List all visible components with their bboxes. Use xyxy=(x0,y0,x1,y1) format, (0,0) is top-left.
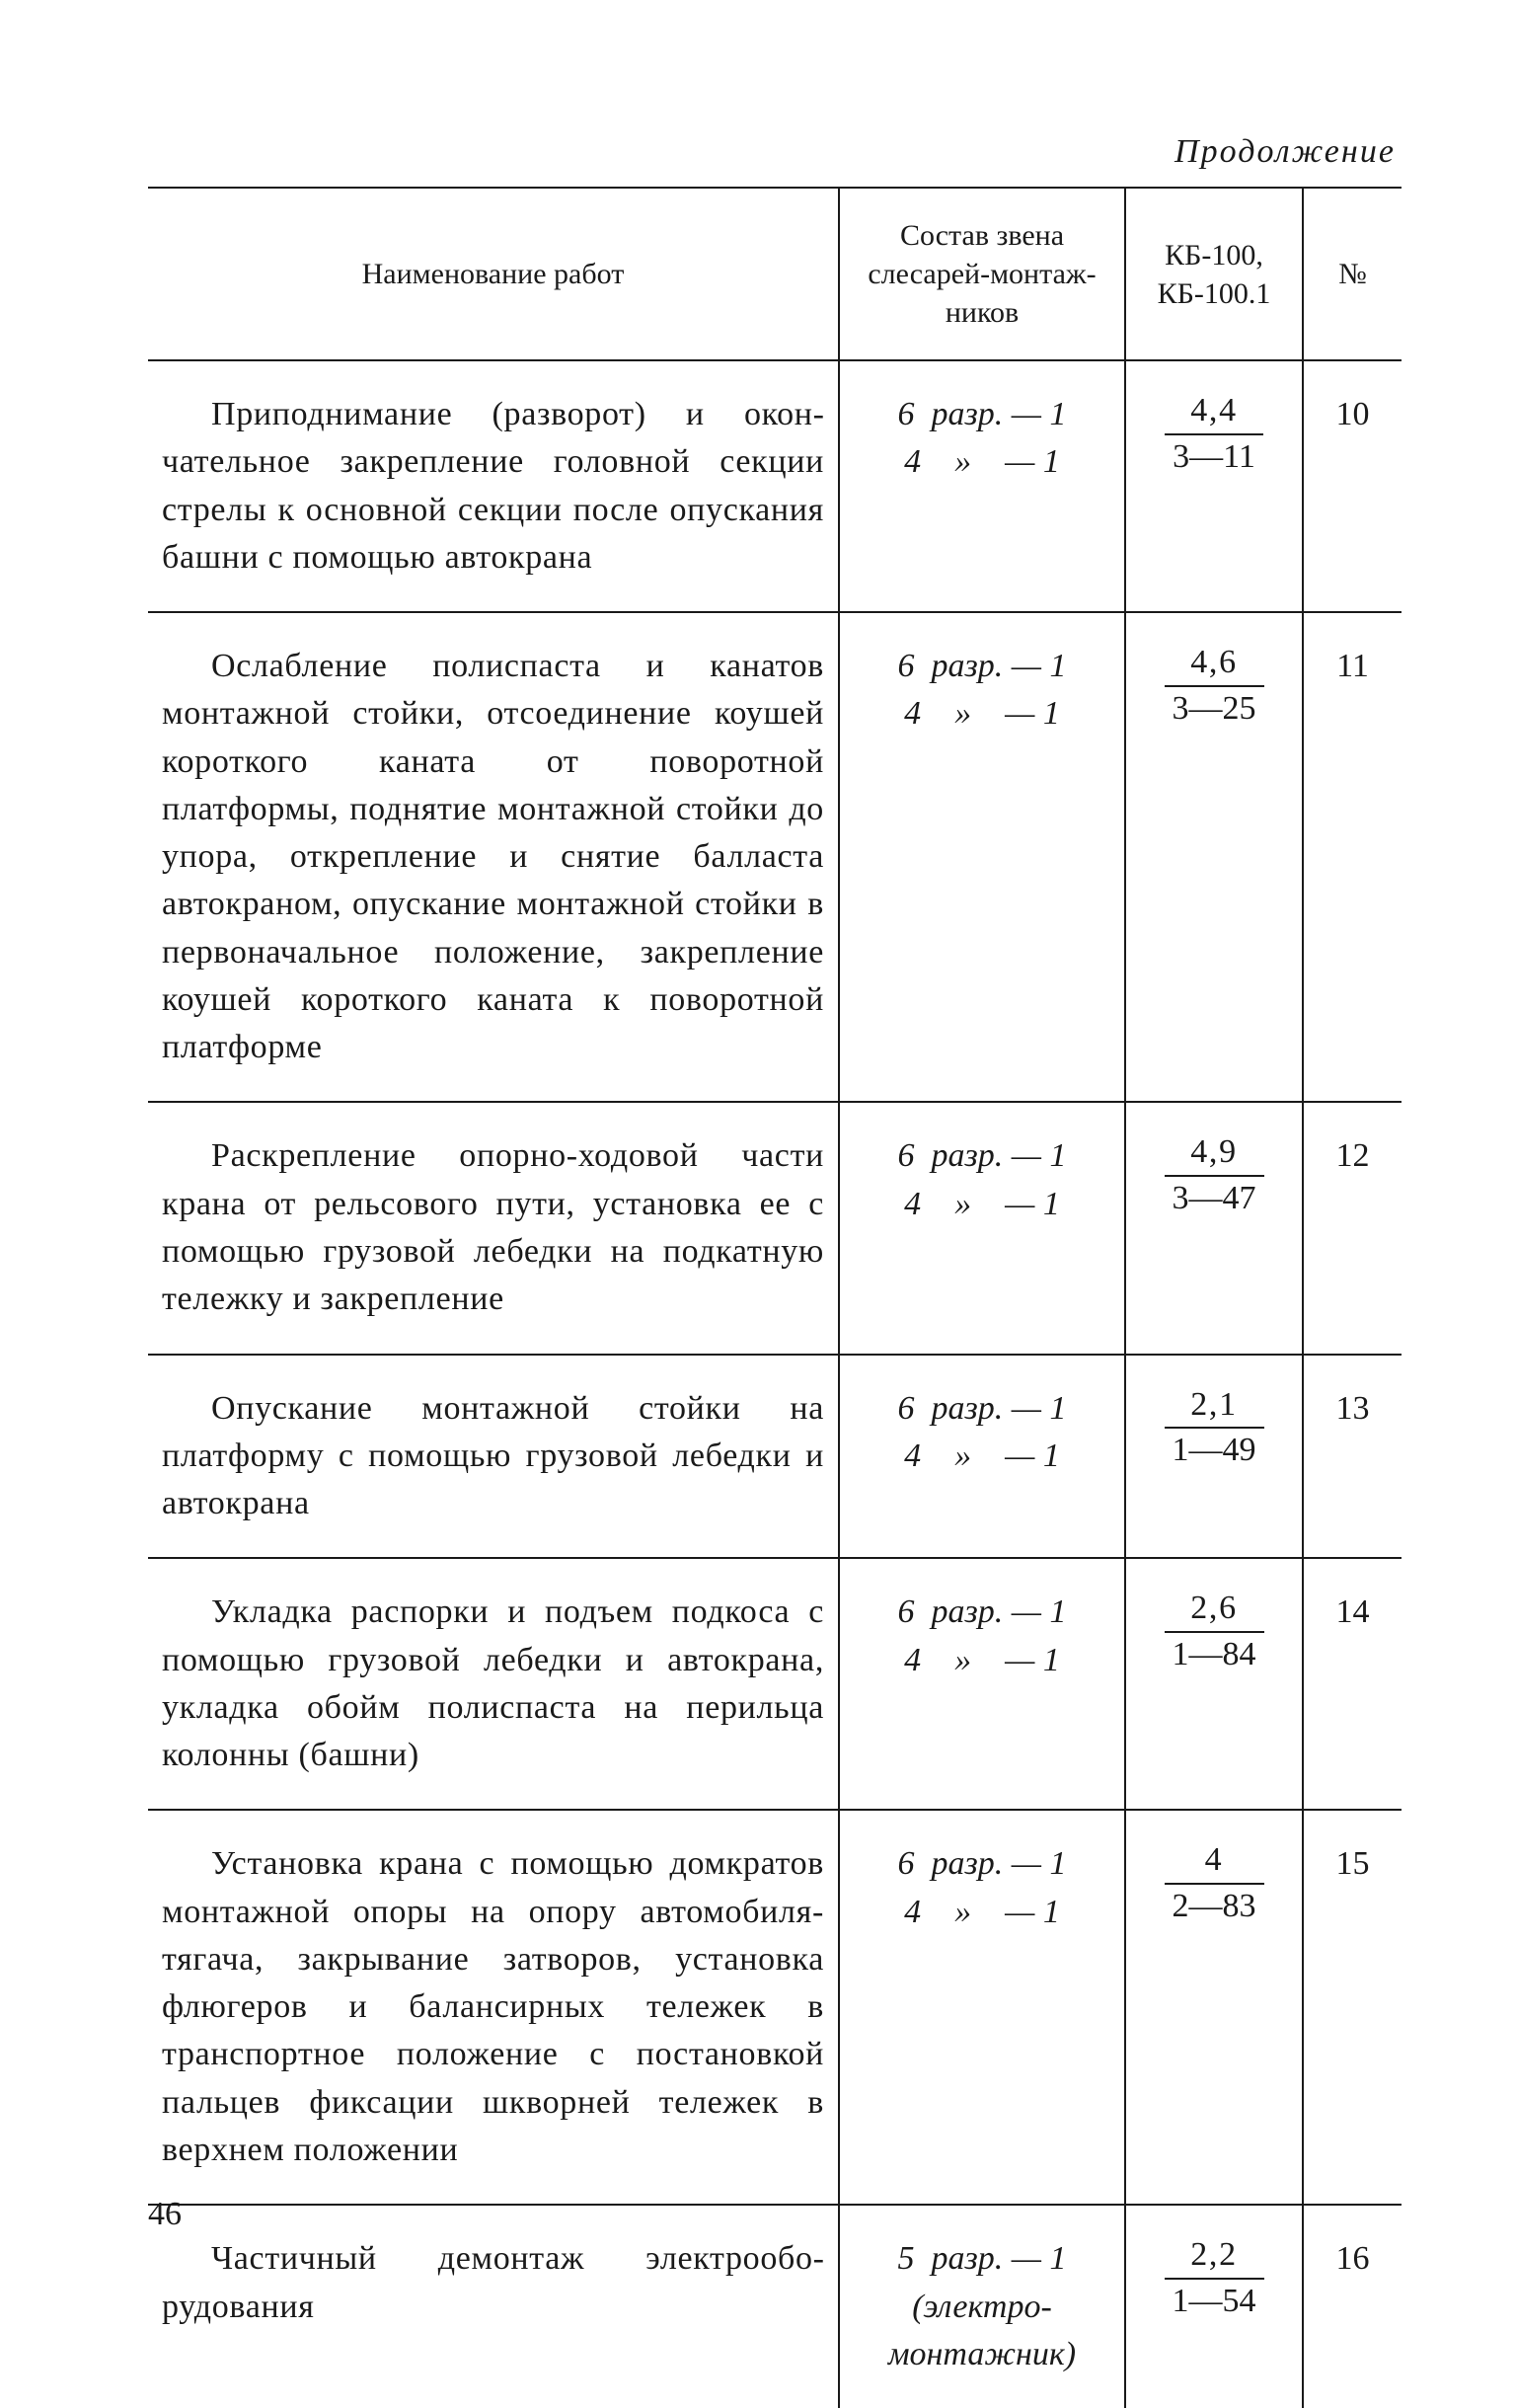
table-row: Раскрепление опорно-ходовой ча­сти крана… xyxy=(148,1102,1401,1353)
continuation-label: Продолжение xyxy=(148,133,1401,171)
cell-values: 4,4 3—11 xyxy=(1125,360,1303,611)
cell-values: 4,9 3—47 xyxy=(1125,1102,1303,1353)
cell-crew: 6 разр. — 1 4 » — 1 xyxy=(839,360,1125,611)
cell-values: 4,6 3—25 xyxy=(1125,612,1303,1101)
cell-num: 16 xyxy=(1303,2205,1401,2408)
cell-num: 13 xyxy=(1303,1355,1401,1558)
table-row: Установка крана с помощью дом­кратов мон… xyxy=(148,1810,1401,2204)
cell-crew: 5 разр. — 1 (электро- монтажник) xyxy=(839,2205,1125,2408)
works-table: Наименование работ Состав звена слесарей… xyxy=(148,187,1401,2408)
cell-crew: 6 разр. — 1 4 » — 1 xyxy=(839,612,1125,1101)
value-fraction: 4,4 3—11 xyxy=(1165,391,1263,478)
cell-crew: 6 разр. — 1 4 » — 1 xyxy=(839,1102,1125,1353)
value-fraction: 4,9 3—47 xyxy=(1165,1132,1264,1219)
cell-name: Укладка распорки и подъем подко­са с пом… xyxy=(148,1558,839,1809)
cell-name: Ослабление полиспаста и канатов монтажно… xyxy=(148,612,839,1101)
cell-num: 14 xyxy=(1303,1558,1401,1809)
header-name: Наименование работ xyxy=(148,188,839,360)
table-row: Укладка распорки и подъем подко­са с пом… xyxy=(148,1558,1401,1809)
cell-crew: 6 разр. — 1 4 » — 1 xyxy=(839,1558,1125,1809)
cell-values: 2,6 1—84 xyxy=(1125,1558,1303,1809)
value-fraction: 4,6 3—25 xyxy=(1165,643,1264,730)
header-vals: КБ-100, КБ-100.1 xyxy=(1125,188,1303,360)
header-num: № xyxy=(1303,188,1401,360)
value-fraction: 4 2—83 xyxy=(1165,1840,1264,1927)
value-fraction: 2,6 1—84 xyxy=(1165,1589,1264,1675)
cell-crew: 6 разр. — 1 4 » — 1 xyxy=(839,1355,1125,1558)
value-fraction: 2,2 1—54 xyxy=(1165,2235,1264,2322)
cell-name: Приподнимание (разворот) и окон­чательно… xyxy=(148,360,839,611)
cell-values: 2,2 1—54 xyxy=(1125,2205,1303,2408)
cell-num: 12 xyxy=(1303,1102,1401,1353)
cell-num: 10 xyxy=(1303,360,1401,611)
cell-num: 15 xyxy=(1303,1810,1401,2204)
table-row: Опускание монтажной стойки на платформу … xyxy=(148,1355,1401,1558)
page-content: Продолжение Наименование работ Состав зв… xyxy=(148,133,1401,2408)
value-fraction: 2,1 1—49 xyxy=(1165,1385,1264,1472)
table-header-row: Наименование работ Состав звена слесарей… xyxy=(148,188,1401,360)
cell-crew: 6 разр. — 1 4 » — 1 xyxy=(839,1810,1125,2204)
header-crew: Состав звена слесарей-монтаж­ников xyxy=(839,188,1125,360)
cell-values: 4 2—83 xyxy=(1125,1810,1303,2204)
table-row: Частичный демонтаж электрообо­рудования … xyxy=(148,2205,1401,2408)
table-row: Приподнимание (разворот) и окон­чательно… xyxy=(148,360,1401,611)
cell-name: Раскрепление опорно-ходовой ча­сти крана… xyxy=(148,1102,839,1353)
cell-name: Частичный демонтаж электрообо­рудования xyxy=(148,2205,839,2408)
cell-num: 11 xyxy=(1303,612,1401,1101)
table-row: Ослабление полиспаста и канатов монтажно… xyxy=(148,612,1401,1101)
page-number: 46 xyxy=(148,2196,182,2233)
cell-name: Опускание монтажной стойки на платформу … xyxy=(148,1355,839,1558)
cell-values: 2,1 1—49 xyxy=(1125,1355,1303,1558)
cell-name: Установка крана с помощью дом­кратов мон… xyxy=(148,1810,839,2204)
